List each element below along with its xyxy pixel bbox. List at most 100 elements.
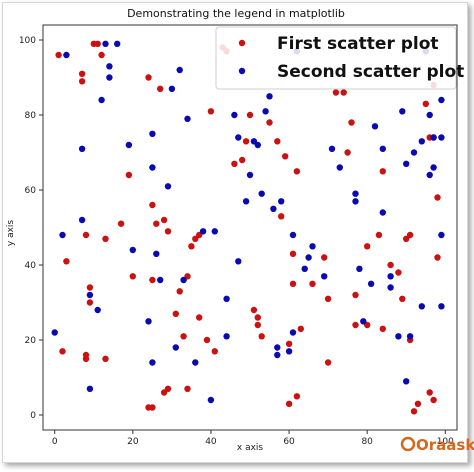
scatter-point-series1-87 — [426, 389, 433, 396]
scatter-point-series1-54 — [282, 153, 289, 160]
scatter-point-series1-17 — [129, 273, 136, 280]
legend-box — [215, 26, 457, 90]
scatter-point-series2-11 — [106, 74, 113, 81]
x-tick-label-60: 60 — [283, 437, 295, 447]
scatter-point-series2-44 — [274, 344, 281, 351]
scatter-point-series2-23 — [172, 344, 179, 351]
figure-frame: Demonstrating the legend in matplotlib 0… — [2, 2, 474, 463]
scatter-point-series2-69 — [403, 160, 410, 167]
scatter-point-series1-70 — [352, 291, 359, 299]
scatter-point-series1-49 — [254, 321, 261, 329]
scatter-point-series1-20 — [149, 404, 156, 411]
x-tick-label-40: 40 — [205, 437, 217, 447]
scatter-point-series2-0 — [51, 329, 58, 336]
scatter-point-series2-25 — [180, 276, 187, 284]
scatter-point-series2-16 — [149, 359, 156, 366]
scatter-point-series1-89 — [430, 396, 437, 404]
scatter-chart: Demonstrating the legend in matplotlib 0… — [6, 7, 474, 454]
scatter-point-series2-53 — [309, 243, 316, 250]
scatter-point-series1-91 — [434, 254, 441, 261]
scatter-point-series2-59 — [356, 265, 363, 272]
scatter-point-series1-77 — [387, 261, 394, 269]
scatter-point-series2-18 — [149, 130, 156, 137]
scatter-point-series2-20 — [157, 276, 164, 284]
scatter-point-series2-24 — [176, 66, 183, 74]
scatter-point-series2-29 — [207, 396, 215, 404]
scatter-point-series2-1 — [59, 231, 66, 239]
scatter-point-series2-46 — [278, 198, 285, 205]
scatter-point-series2-5 — [86, 291, 94, 299]
scatter-point-series1-38 — [203, 336, 211, 344]
scatter-point-series2-78 — [430, 164, 437, 171]
scatter-point-series1-83 — [410, 408, 418, 415]
scatter-point-series2-54 — [321, 273, 328, 280]
x-tick-label-100: 100 — [437, 437, 454, 447]
scatter-point-series1-53 — [278, 213, 285, 220]
scatter-point-series1-61 — [297, 325, 304, 332]
scatter-point-series2-47 — [285, 348, 293, 355]
scatter-point-series1-62 — [309, 280, 316, 287]
scatter-point-series2-62 — [371, 123, 379, 130]
scatter-point-series1-47 — [250, 306, 258, 314]
scatter-point-series2-77 — [426, 171, 433, 179]
legend-marker-second — [238, 67, 246, 75]
scatter-point-series2-82 — [438, 96, 445, 104]
scatter-point-series2-73 — [418, 303, 425, 310]
scatter-point-series1-30 — [176, 288, 183, 295]
scatter-point-series1-33 — [184, 385, 191, 392]
legend-label-second: Second scatter plot — [277, 62, 464, 82]
scatter-point-series2-61 — [367, 280, 375, 287]
scatter-point-series2-28 — [199, 228, 207, 235]
scatter-point-series2-57 — [352, 190, 359, 197]
scatter-point-series1-39 — [207, 108, 215, 115]
scatter-point-series1-44 — [239, 156, 246, 164]
scatter-point-series2-8 — [98, 96, 105, 104]
legend: First scatter plot Second scatter plot — [215, 26, 464, 90]
scatter-point-series2-21 — [164, 183, 172, 190]
scatter-point-series2-71 — [406, 333, 414, 340]
scatter-point-series1-76 — [379, 325, 386, 332]
scatter-point-series2-36 — [242, 198, 250, 205]
scatter-point-series2-79 — [430, 134, 437, 141]
scatter-point-series1-63 — [321, 254, 328, 261]
scatter-point-series1-12 — [98, 51, 105, 59]
scatter-point-series2-2 — [63, 51, 70, 59]
scatter-point-series1-48 — [254, 314, 261, 321]
scatter-point-series2-81 — [438, 303, 445, 310]
scatter-point-series1-46 — [246, 111, 254, 119]
y-tick-label-20: 20 — [25, 336, 37, 346]
scatter-point-series1-81 — [406, 231, 414, 239]
scatter-point-series2-70 — [403, 378, 410, 385]
scatter-point-series1-0 — [55, 51, 62, 59]
scatter-point-series2-39 — [254, 141, 261, 149]
scatter-point-series1-13 — [102, 235, 109, 242]
y-axis-label: y axis — [6, 220, 16, 247]
points-layer — [51, 40, 445, 415]
scatter-point-series1-4 — [78, 78, 86, 85]
plot-area — [42, 24, 458, 431]
scatter-point-series1-69 — [348, 119, 355, 126]
scatter-point-series1-79 — [399, 295, 406, 302]
scatter-point-series1-64 — [324, 295, 332, 302]
scatter-point-series2-80 — [438, 231, 445, 239]
scatter-point-series2-22 — [168, 85, 176, 93]
scatter-point-series2-65 — [387, 273, 394, 280]
scatter-point-series2-67 — [395, 333, 402, 340]
scatter-point-series2-6 — [86, 385, 94, 392]
scatter-point-series2-4 — [78, 145, 86, 152]
scatter-point-series2-13 — [125, 141, 133, 149]
scatter-point-series1-27 — [164, 385, 172, 392]
y-tick-label-60: 60 — [25, 186, 37, 196]
scatter-point-series2-43 — [270, 205, 277, 212]
scatter-point-series1-75 — [379, 168, 386, 175]
scatter-point-series2-27 — [192, 359, 199, 366]
scatter-point-series2-83 — [438, 134, 445, 141]
scatter-point-series1-60 — [293, 393, 301, 400]
scatter-point-series1-43 — [231, 160, 238, 167]
scatter-point-series2-40 — [258, 190, 265, 197]
scatter-point-series1-3 — [78, 70, 86, 78]
scatter-point-series2-56 — [336, 164, 343, 171]
scatter-point-series1-1 — [59, 348, 66, 355]
scatter-point-series2-45 — [274, 351, 281, 359]
legend-marker-first — [238, 39, 246, 47]
